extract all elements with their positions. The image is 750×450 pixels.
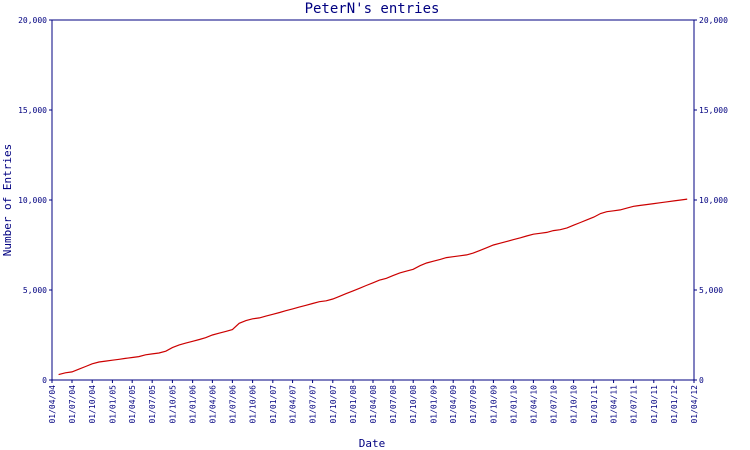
x-tick-label: 01/07/06: [228, 385, 237, 424]
x-tick-label: 01/01/08: [349, 385, 358, 424]
x-tick-label: 01/10/04: [88, 385, 97, 424]
x-tick-label: 01/01/06: [189, 385, 198, 424]
plot-frame: [51, 19, 695, 381]
x-tick-label: 01/01/09: [429, 385, 438, 424]
x-tick-label: 01/04/06: [208, 385, 217, 424]
x-tick-label: 01/01/07: [269, 385, 278, 424]
x-tick-label: 01/04/11: [610, 385, 619, 424]
x-tick-label: 01/04/07: [289, 385, 298, 424]
series-line: [58, 198, 688, 376]
x-tick-label: 01/10/05: [168, 385, 177, 424]
x-tick-label: 01/04/10: [529, 385, 538, 424]
x-tick-label: 01/07/05: [148, 385, 157, 424]
x-tick-label: 01/04/12: [690, 385, 699, 424]
x-tick-label: 01/07/04: [68, 385, 77, 424]
x-tick-label: 01/07/07: [309, 385, 318, 424]
y-tick-label-left: 0: [42, 376, 47, 385]
x-axis-label: Date: [359, 437, 386, 450]
y-tick-label-left: 15,000: [18, 106, 47, 115]
x-tick-label: 01/01/10: [510, 385, 519, 424]
x-tick-label: 01/07/10: [549, 385, 558, 424]
y-tick-label-left: 5,000: [23, 286, 47, 295]
x-tick-label: 01/01/11: [590, 385, 599, 424]
x-tick-label: 01/01/12: [670, 385, 679, 424]
x-tick-label: 01/10/10: [570, 385, 579, 424]
x-tick-label: 01/10/08: [409, 385, 418, 424]
y-tick-label-right: 10,000: [699, 196, 728, 205]
x-tick-label: 01/10/09: [489, 385, 498, 424]
x-tick-label: 01/10/11: [650, 385, 659, 424]
series-layer: [58, 198, 688, 376]
x-tick-label: 01/10/06: [249, 385, 258, 424]
y-ticks-right: 0 5,000 10,000 15,000 20,000: [694, 16, 728, 385]
chart-title: PeterN's entries: [305, 1, 440, 17]
y-tick-label-right: 0: [699, 376, 704, 385]
y-ticks-left: 0 5,000 10,000 15,000 20,000: [18, 16, 52, 385]
y-tick-label-right: 20,000: [699, 16, 728, 25]
x-tick-label: 01/07/11: [630, 385, 639, 424]
y-axis-label: Number of Entries: [1, 144, 14, 257]
x-ticks: 01/04/04 01/07/04 01/10/04 01/01/05 01/04/05…: [48, 380, 699, 424]
x-tick-label: 01/04/08: [369, 385, 378, 424]
x-tick-label: 01/04/09: [449, 385, 458, 424]
x-tick-label: 01/10/07: [329, 385, 338, 424]
y-tick-label-left: 10,000: [18, 196, 47, 205]
x-tick-label: 01/04/05: [128, 385, 137, 424]
y-tick-label-left: 20,000: [18, 16, 47, 25]
y-tick-label-right: 15,000: [699, 106, 728, 115]
x-tick-label: 01/04/04: [48, 385, 57, 424]
x-tick-label: 01/01/05: [108, 385, 117, 424]
y-tick-label-right: 5,000: [699, 286, 723, 295]
x-tick-label: 01/07/08: [389, 385, 398, 424]
x-tick-label: 01/07/09: [469, 385, 478, 424]
